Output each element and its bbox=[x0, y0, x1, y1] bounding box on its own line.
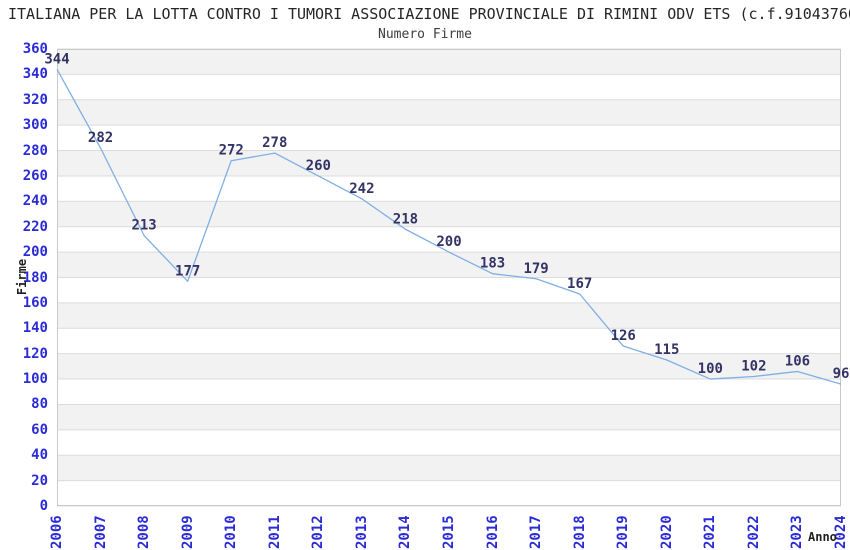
data-point-label: 177 bbox=[175, 263, 200, 279]
x-tick-label: 2010 bbox=[223, 515, 240, 549]
y-tick-label: 340 bbox=[22, 66, 48, 83]
x-tick-label: 2011 bbox=[266, 515, 283, 549]
plot-band bbox=[57, 226, 841, 253]
x-tick-label: 2023 bbox=[789, 515, 806, 549]
y-tick-label: 20 bbox=[31, 472, 48, 489]
x-tick-label: 2019 bbox=[615, 515, 632, 549]
plot-band bbox=[57, 99, 841, 126]
plot-band bbox=[57, 201, 841, 227]
x-tick-label: 2016 bbox=[484, 515, 501, 549]
y-axis-title: Firme bbox=[15, 258, 29, 296]
y-tick-label: 260 bbox=[22, 167, 48, 184]
x-tick-label: 2022 bbox=[745, 515, 762, 549]
plot-band bbox=[57, 49, 841, 75]
data-point-label: 106 bbox=[785, 353, 810, 369]
chart-title: ITALIANA PER LA LOTTA CONTRO I TUMORI AS… bbox=[8, 5, 850, 23]
y-tick-label: 120 bbox=[22, 345, 48, 362]
y-tick-label: 40 bbox=[31, 447, 48, 464]
plot-band bbox=[57, 379, 841, 405]
x-tick-label: 2006 bbox=[49, 515, 65, 549]
x-tick-label: 2017 bbox=[528, 515, 545, 549]
data-point-label: 260 bbox=[306, 158, 331, 174]
plot-band bbox=[57, 480, 841, 506]
data-point-label: 126 bbox=[611, 328, 636, 344]
plot-band bbox=[57, 74, 841, 100]
line-chart: 344 282 213 177 272 278 260 242 218 200 183 179 167 1… bbox=[44, 48, 849, 507]
x-tick-label: 2020 bbox=[658, 515, 675, 549]
x-tick-label: 2009 bbox=[179, 515, 196, 549]
y-tick-label: 180 bbox=[22, 269, 48, 286]
plot-band bbox=[57, 328, 841, 354]
y-tick-label: 300 bbox=[22, 117, 48, 134]
plot-band bbox=[57, 404, 841, 430]
data-point-label: 179 bbox=[523, 261, 548, 277]
x-tick-label: 2018 bbox=[571, 515, 588, 549]
y-tick-label: 80 bbox=[31, 396, 48, 413]
x-tick-label: 2012 bbox=[310, 515, 327, 549]
x-tick-label: 2008 bbox=[136, 515, 153, 549]
x-tick-label: 2014 bbox=[397, 515, 414, 549]
plot-band bbox=[57, 252, 841, 278]
data-point-label: 100 bbox=[698, 361, 723, 377]
data-point-label: 344 bbox=[44, 51, 69, 67]
plot-band bbox=[57, 302, 841, 329]
plot-band bbox=[57, 429, 841, 456]
data-point-label: 183 bbox=[480, 256, 505, 272]
plot-border bbox=[57, 49, 841, 506]
x-tick-label: 2021 bbox=[702, 515, 719, 549]
x-tick-label: 2013 bbox=[353, 515, 370, 549]
data-point-label: 282 bbox=[88, 130, 113, 146]
data-point-label: 272 bbox=[219, 143, 244, 159]
x-tick-label: 2015 bbox=[441, 515, 457, 549]
data-point-label: 278 bbox=[262, 135, 287, 151]
plot-band bbox=[57, 455, 841, 481]
y-tick-label: 240 bbox=[22, 193, 48, 210]
y-tick-label: 280 bbox=[22, 142, 48, 159]
data-point-label: 102 bbox=[741, 359, 766, 375]
data-point-label: 218 bbox=[393, 211, 418, 227]
data-point-label: 167 bbox=[567, 276, 592, 292]
x-tick-label: 2007 bbox=[92, 515, 109, 549]
plot-band bbox=[57, 125, 841, 151]
chart-line bbox=[56, 68, 842, 385]
plot-band bbox=[57, 277, 841, 303]
chart-subtitle: Numero Firme bbox=[378, 27, 472, 42]
y-tick-label: 320 bbox=[22, 91, 48, 108]
y-tick-label: 360 bbox=[22, 41, 48, 57]
plot-band bbox=[57, 150, 841, 176]
data-point-label: 200 bbox=[436, 234, 461, 250]
x-axis-title: Anno bbox=[808, 530, 837, 544]
data-point-label: 242 bbox=[349, 181, 374, 197]
plot-band bbox=[57, 353, 841, 380]
y-tick-label: 220 bbox=[22, 218, 48, 235]
data-point-label: 115 bbox=[654, 342, 679, 358]
y-tick-label: 200 bbox=[22, 244, 48, 261]
y-tick-label: 160 bbox=[22, 294, 48, 311]
data-point-label: 96 bbox=[833, 366, 850, 382]
y-tick-label: 140 bbox=[22, 320, 48, 337]
y-tick-label: 100 bbox=[22, 371, 48, 388]
plot-band bbox=[57, 175, 841, 202]
plot-area: 344 282 213 177 272 278 260 242 218 200 183 179 167 1… bbox=[44, 48, 849, 507]
y-tick-label: 60 bbox=[31, 421, 48, 438]
data-point-label: 213 bbox=[131, 218, 156, 234]
y-tick-label: 0 bbox=[39, 498, 48, 514]
